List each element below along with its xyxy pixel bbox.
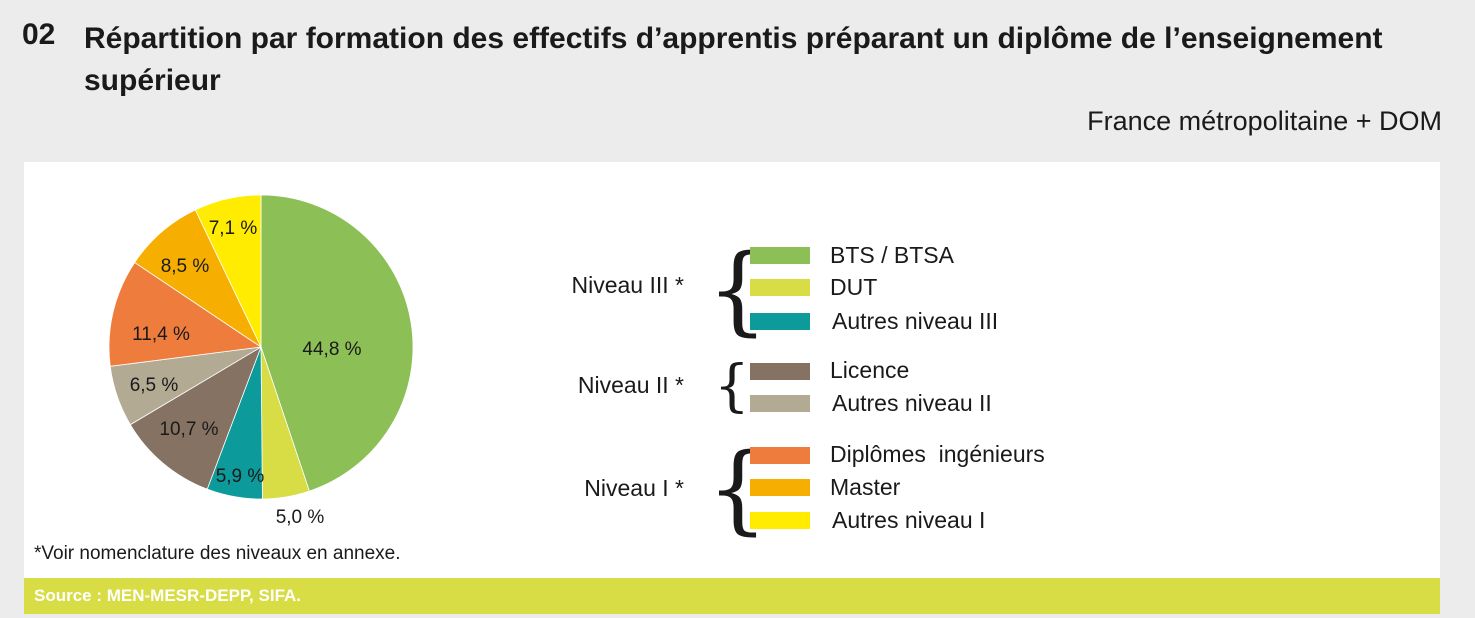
pie-slice-label-2: 5,9 % xyxy=(216,466,265,487)
legend-label-autres-niveau-2: Autres niveau II xyxy=(832,390,992,416)
pie-slice-label-7: 7,1 % xyxy=(209,218,258,239)
source-bar: Source : MEN-MESR-DEPP, SIFA. xyxy=(24,578,1440,614)
pie-slice-label-1: 5,0 % xyxy=(276,507,325,528)
legend-label-autres-niveau-3: Autres niveau III xyxy=(832,308,999,334)
pie-slice-7 xyxy=(194,194,262,348)
pie-slice-5 xyxy=(108,261,263,367)
pie-slice-0 xyxy=(260,194,414,492)
pie-slice-label-3: 10,7 % xyxy=(159,419,218,440)
chart-subtitle: France métropolitaine + DOM xyxy=(1087,106,1442,136)
legend-swatch-bts xyxy=(750,247,810,264)
legend-swatch-autres-niveau-3 xyxy=(750,313,810,330)
legend-swatch-master xyxy=(750,479,810,496)
legend-label-autres-niveau-1: Autres niveau I xyxy=(832,507,986,533)
brace-niveau-2-icon: { xyxy=(714,354,750,419)
legend-label-dut: DUT xyxy=(830,274,878,300)
legend-swatch-autres-niveau-2 xyxy=(750,395,810,412)
legend-group-niveau-3: Niveau III * xyxy=(571,272,685,298)
legend-group-niveau-1: Niveau I * xyxy=(584,475,684,501)
legend-swatch-autres-niveau-1 xyxy=(750,512,810,529)
legend-label-bts: BTS / BTSA xyxy=(830,242,954,268)
pie-slice-3 xyxy=(129,346,262,490)
source-text: Source : MEN-MESR-DEPP, SIFA. xyxy=(34,586,302,605)
pie-chart: 44,8 % 5,0 % 5,9 % 10,7 % 6,5 % 11,4 % 8,5 % 7,… xyxy=(108,194,414,528)
chart-title: Répartition par formation des effectifs … xyxy=(84,22,1383,97)
chart-panel: 44,8 % 5,0 % 5,9 % 10,7 % 6,5 % 11,4 % 8,5 % 7,… xyxy=(24,162,1440,578)
footnote: *Voir nomenclature des niveaux en annexe… xyxy=(34,543,401,564)
pie-slice-label-6: 8,5 % xyxy=(161,256,210,277)
pie-slice-label-5: 11,4 % xyxy=(132,324,190,345)
legend-group-niveau-2: Niveau II * xyxy=(577,372,684,398)
legend-label-diplomes-ingenieurs: Diplômes ingénieurs xyxy=(830,441,1045,467)
legend-label-master: Master xyxy=(830,474,901,500)
pie-slice-label-4: 6,5 % xyxy=(130,375,179,396)
pie-slice-label-0: 44,8 % xyxy=(302,339,361,360)
legend-label-licence: Licence xyxy=(830,357,910,383)
legend-swatch-licence xyxy=(750,363,810,380)
legend-swatch-dut xyxy=(750,279,810,296)
legend-swatch-diplomes-ingenieurs xyxy=(750,447,810,464)
figure-number: 02 xyxy=(22,18,56,51)
